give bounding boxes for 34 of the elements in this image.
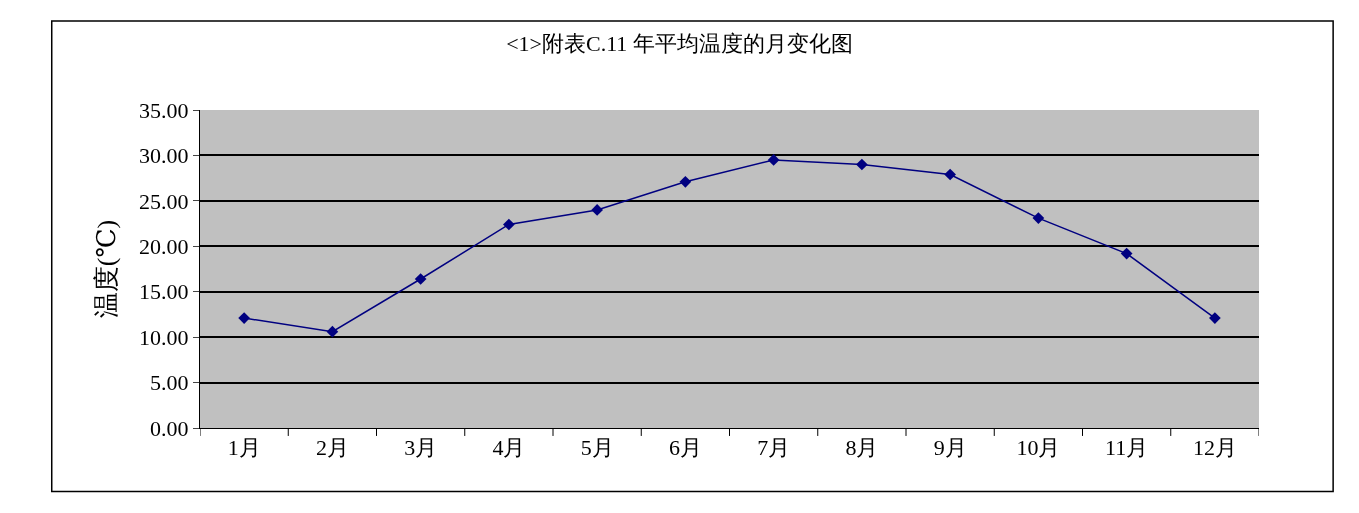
point	[1032, 212, 1045, 224]
x-tick-label: 2月	[315, 435, 349, 461]
point	[856, 158, 868, 171]
x-tick-label: 9月	[933, 435, 967, 461]
point	[326, 325, 339, 338]
y-axis-title: 温度(℃)	[92, 219, 122, 319]
y-tick-label: 0.00	[150, 415, 189, 441]
x-tick-label: 12月	[1192, 435, 1237, 461]
point	[679, 175, 692, 188]
y-tick-label: 30.00	[139, 143, 189, 169]
y-tick-label: 20.00	[139, 233, 189, 259]
point	[944, 168, 956, 181]
point	[1120, 247, 1133, 260]
x-tick-label: 6月	[668, 435, 702, 461]
point	[238, 312, 250, 324]
chart-title: <1>附表C.11 年平均温度的月变化图	[506, 31, 853, 57]
x-tick-label: 1月	[227, 435, 261, 461]
x-tick-label: 4月	[492, 435, 526, 461]
x-tick-label: 11月	[1105, 435, 1149, 461]
point	[1209, 312, 1221, 324]
x-tick-label: 10月	[1016, 435, 1061, 461]
point	[414, 273, 427, 285]
point	[503, 218, 515, 231]
x-tick-label: 8月	[845, 435, 879, 461]
x-tick-label: 5月	[580, 435, 614, 461]
y-tick-label: 35.00	[139, 97, 189, 123]
point	[767, 154, 780, 166]
x-tick-label: 3月	[404, 435, 438, 461]
point	[591, 204, 603, 216]
y-tick-label: 10.00	[139, 324, 189, 350]
y-tick-label: 5.00	[150, 370, 189, 396]
x-tick-label: 7月	[757, 435, 791, 461]
y-tick-label: 25.00	[139, 188, 189, 214]
y-tick-label: 15.00	[139, 279, 189, 305]
